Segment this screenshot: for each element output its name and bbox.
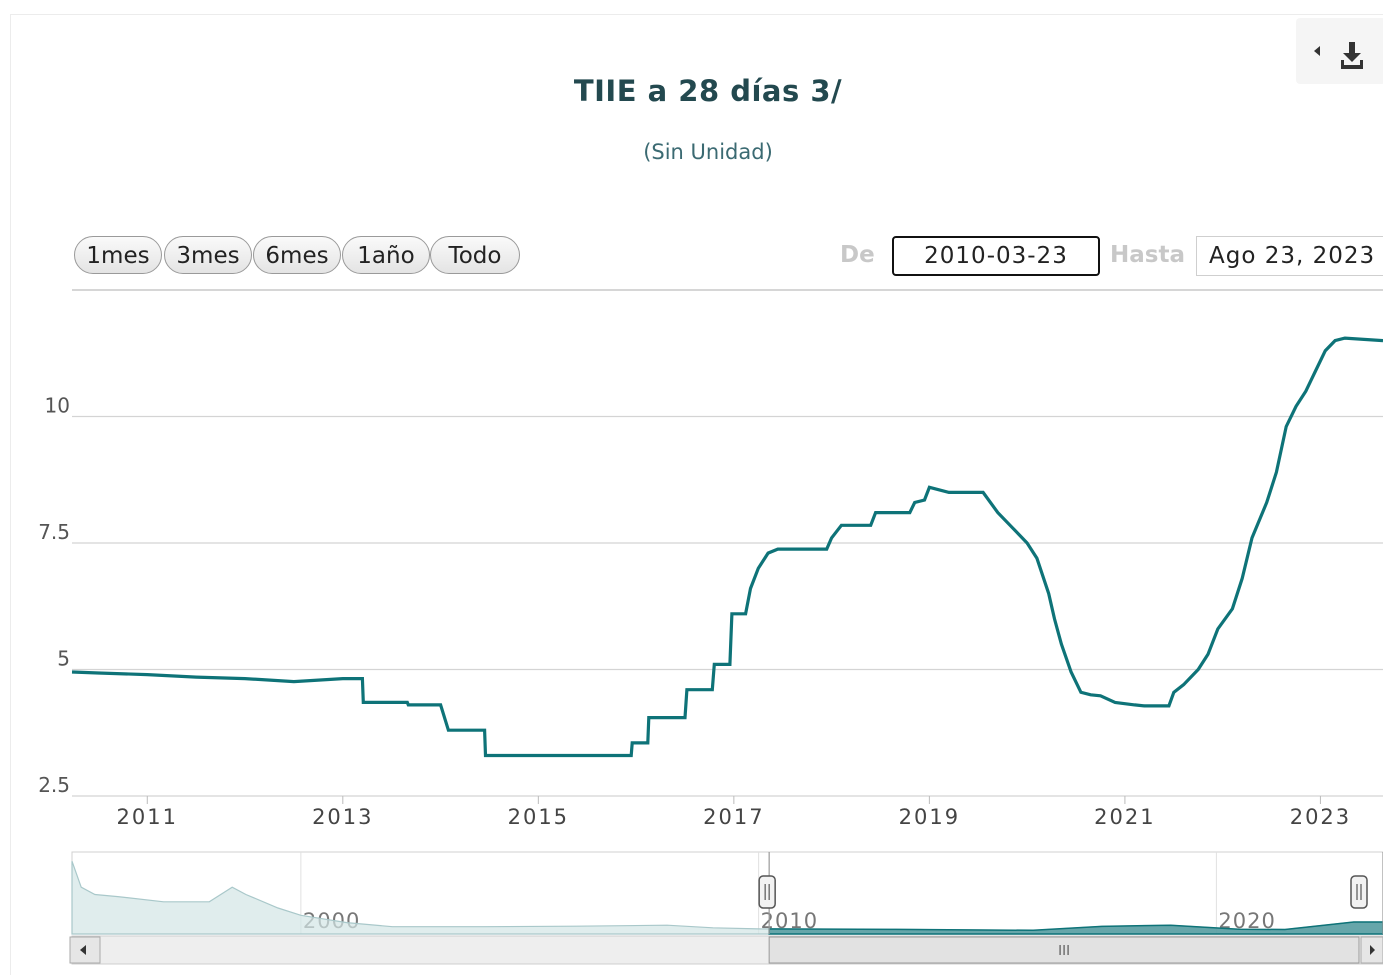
scroll-right-arrow-icon (1370, 945, 1375, 955)
date-to-label: Hasta (1110, 242, 1185, 268)
chart-frame (10, 14, 1383, 975)
caret-left-icon (1314, 46, 1320, 56)
navigator-selected-area (768, 921, 1383, 935)
scroll-left-arrow-icon (80, 945, 86, 955)
navigator-handle-left[interactable] (758, 875, 776, 909)
range-button-3mes[interactable]: 3mes (164, 236, 252, 274)
x-tick-label: 2011 (117, 805, 178, 829)
date-from-input[interactable]: 2010-03-23 (892, 236, 1100, 276)
date-from-label: De (840, 242, 875, 268)
range-button-1ano[interactable]: 1año (342, 236, 430, 274)
x-tick-label: 2023 (1290, 805, 1351, 829)
range-button-6mes[interactable]: 6mes (253, 236, 341, 274)
x-tick-label: 2015 (508, 805, 569, 829)
x-tick-label: 2017 (703, 805, 764, 829)
y-tick-label: 5 (57, 647, 70, 671)
navigator-handle-right-body (1350, 875, 1368, 909)
navigator-handle-right[interactable] (1350, 875, 1368, 909)
range-button-todo[interactable]: Todo (430, 236, 520, 274)
chart-subtitle: (Sin Unidad) (643, 140, 773, 164)
chart-title: TIIE a 28 días 3/ (573, 74, 843, 108)
date-to-input[interactable]: Ago 23, 2023 (1196, 236, 1383, 276)
download-icon (1341, 42, 1363, 69)
x-tick-label: 2019 (899, 805, 960, 829)
tiie-series-line (71, 336, 1383, 758)
y-tick-label: 10 (45, 394, 70, 418)
x-tick-label: 2013 (312, 805, 373, 829)
export-menu-button[interactable] (1296, 18, 1383, 84)
range-button-1mes[interactable]: 1mes (74, 236, 162, 274)
y-tick-label: 2.5 (38, 773, 70, 797)
navigator-handle-left-body (758, 875, 776, 909)
y-tick-label: 7.5 (38, 520, 70, 544)
x-tick-label: 2021 (1094, 805, 1155, 829)
